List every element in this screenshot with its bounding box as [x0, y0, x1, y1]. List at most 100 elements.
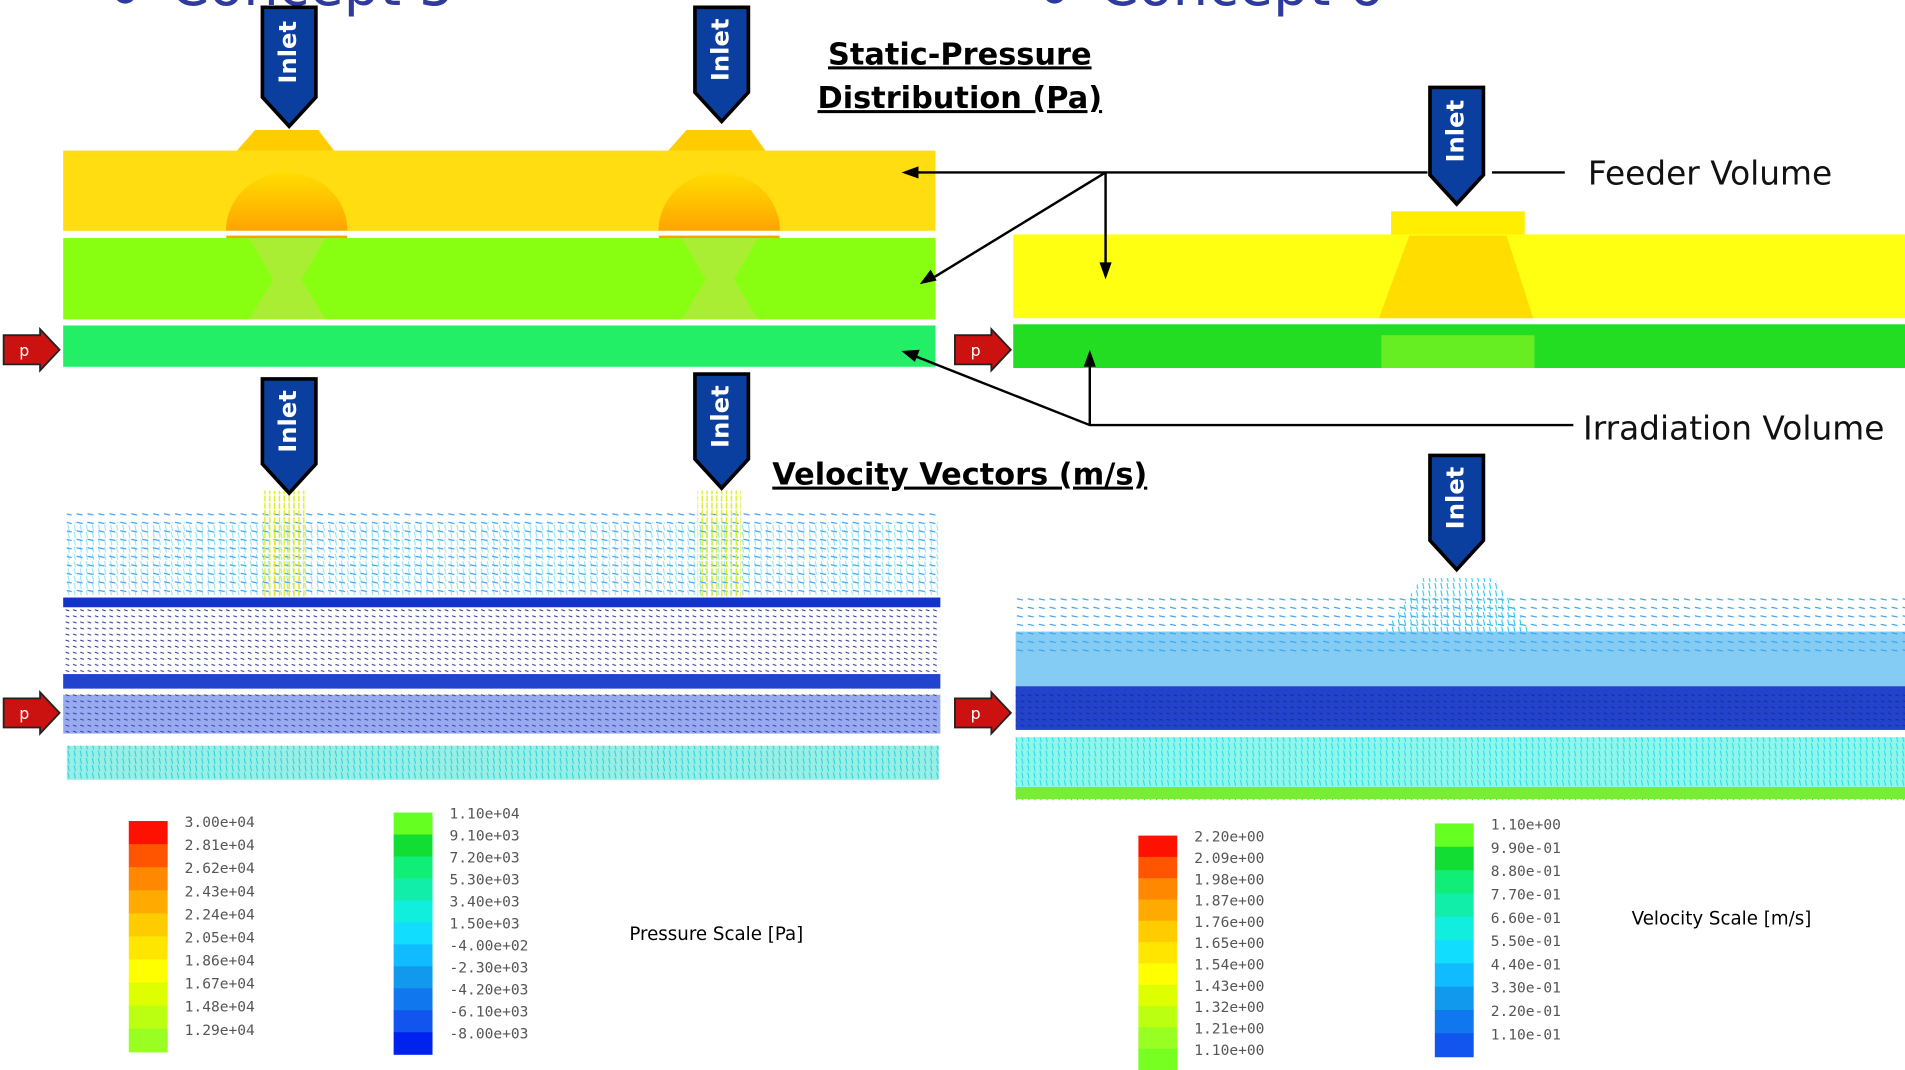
port-marker	[955, 692, 1011, 733]
legend-label: 7.70e-01	[1491, 886, 1561, 903]
legend-band	[394, 1010, 433, 1033]
legend-band	[1435, 870, 1474, 894]
legend-band	[1138, 1006, 1177, 1028]
inlet-label: Inlet	[1441, 99, 1470, 162]
heading: Concept 6	[1100, 0, 1384, 19]
legend-label: 2.05e+04	[185, 929, 255, 946]
panel-title: Distribution (Pa)	[817, 81, 1102, 116]
legend-label: -4.00e+02	[450, 937, 529, 954]
legend-label: 1.32e+00	[1194, 999, 1264, 1016]
port-label: p	[19, 341, 29, 360]
legend-band	[1138, 1027, 1177, 1049]
port-marker	[4, 329, 60, 370]
legend-label: -6.10e+03	[450, 1003, 529, 1020]
legend-band	[1138, 857, 1177, 879]
legend-band	[394, 856, 433, 879]
legend-label: -8.00e+03	[450, 1025, 529, 1042]
inlet-label: Inlet	[1441, 466, 1470, 529]
slide: Concept 5 Concept 6	[0, 0, 1905, 1070]
legend-label: -4.20e+03	[450, 981, 529, 998]
legend-band	[1138, 942, 1177, 964]
legend-label: 8.80e-01	[1491, 863, 1561, 880]
legend-label: 1.29e+04	[185, 1022, 255, 1039]
legend-label: 6.60e-01	[1491, 910, 1561, 927]
legend-band	[129, 936, 168, 960]
legend-label: 1.43e+00	[1194, 978, 1264, 995]
legend-label: 9.90e-01	[1491, 840, 1561, 857]
legend-label: 2.81e+04	[185, 837, 255, 854]
legend-label: 7.20e+03	[450, 850, 520, 867]
inlet-label: Inlet	[706, 385, 735, 448]
port-label: p	[19, 704, 29, 723]
legend-label: 3.00e+04	[185, 814, 255, 831]
legend-band	[129, 867, 168, 891]
legend-band	[394, 813, 433, 836]
port-marker	[4, 692, 60, 733]
legend-title: Pressure Scale [Pa]	[629, 924, 803, 945]
legend-band	[1435, 823, 1474, 847]
legend-band	[394, 900, 433, 923]
legend-band	[1138, 985, 1177, 1007]
legend-label: 2.62e+04	[185, 860, 255, 877]
legend-band	[1435, 963, 1474, 987]
legend-label: 1.87e+00	[1194, 893, 1264, 910]
legend-band	[1435, 987, 1474, 1011]
inlet-label: Inlet	[273, 20, 302, 83]
legend-band	[129, 913, 168, 937]
legend-band	[394, 1032, 433, 1055]
panel-title: Static-Pressure	[828, 37, 1092, 72]
legend-label: 4.40e-01	[1491, 956, 1561, 973]
legend-label: 1.21e+00	[1194, 1020, 1264, 1037]
legend-band	[1138, 1049, 1177, 1070]
legend-band	[1435, 847, 1474, 871]
legend-band	[1435, 917, 1474, 941]
legend-band	[394, 834, 433, 857]
annotation: Irradiation Volume	[1583, 410, 1884, 448]
legend-title: Velocity Scale [m/s]	[1632, 908, 1812, 929]
legend-band	[1138, 836, 1177, 858]
legend-band	[129, 959, 168, 983]
velocity-vectors	[63, 491, 940, 780]
pressure-contour	[63, 130, 935, 367]
annotation: Feeder Volume	[1588, 155, 1832, 193]
legend-band	[394, 944, 433, 967]
legend-band	[129, 844, 168, 868]
legend-band	[129, 983, 168, 1007]
legend-label: 1.10e+04	[450, 806, 520, 823]
legend-label: -2.30e+03	[450, 959, 529, 976]
port-label: p	[971, 704, 981, 723]
legend-label: 2.24e+04	[185, 906, 255, 923]
port-label: p	[971, 341, 981, 360]
port-marker	[955, 329, 1011, 370]
legend-label: 1.48e+04	[185, 999, 255, 1016]
inlet-label: Inlet	[706, 18, 735, 81]
legend-label: 1.10e+00	[1491, 817, 1561, 834]
legend-band	[1435, 940, 1474, 964]
legend-label: 1.50e+03	[450, 915, 520, 932]
inlet-label: Inlet	[273, 390, 302, 453]
legend-label: 1.54e+00	[1194, 957, 1264, 974]
bullet	[1044, 0, 1066, 4]
legend-label: 5.30e+03	[450, 872, 520, 889]
legend-label: 1.76e+00	[1194, 914, 1264, 931]
legend-label: 3.30e-01	[1491, 980, 1561, 997]
legend-band	[394, 922, 433, 945]
legend-band	[394, 878, 433, 901]
legend-label: 1.67e+04	[185, 976, 255, 993]
legend-band	[129, 821, 168, 845]
legend-band	[129, 890, 168, 914]
legend-band	[129, 1006, 168, 1030]
legend-label: 1.98e+00	[1194, 871, 1264, 888]
legend-label: 1.10e-01	[1491, 1026, 1561, 1043]
legend-band	[1435, 1010, 1474, 1034]
legend-label: 2.09e+00	[1194, 850, 1264, 867]
panel-title: Velocity Vectors (m/s)	[772, 458, 1147, 493]
pressure-contour	[1013, 211, 1905, 368]
legend-band	[394, 966, 433, 989]
legend-label: 5.50e-01	[1491, 933, 1561, 950]
legend-band	[1138, 921, 1177, 943]
bullet	[114, 0, 136, 4]
legend-band	[129, 1029, 168, 1053]
legend-label: 2.20e+00	[1194, 829, 1264, 846]
legend-label: 1.86e+04	[185, 953, 255, 970]
